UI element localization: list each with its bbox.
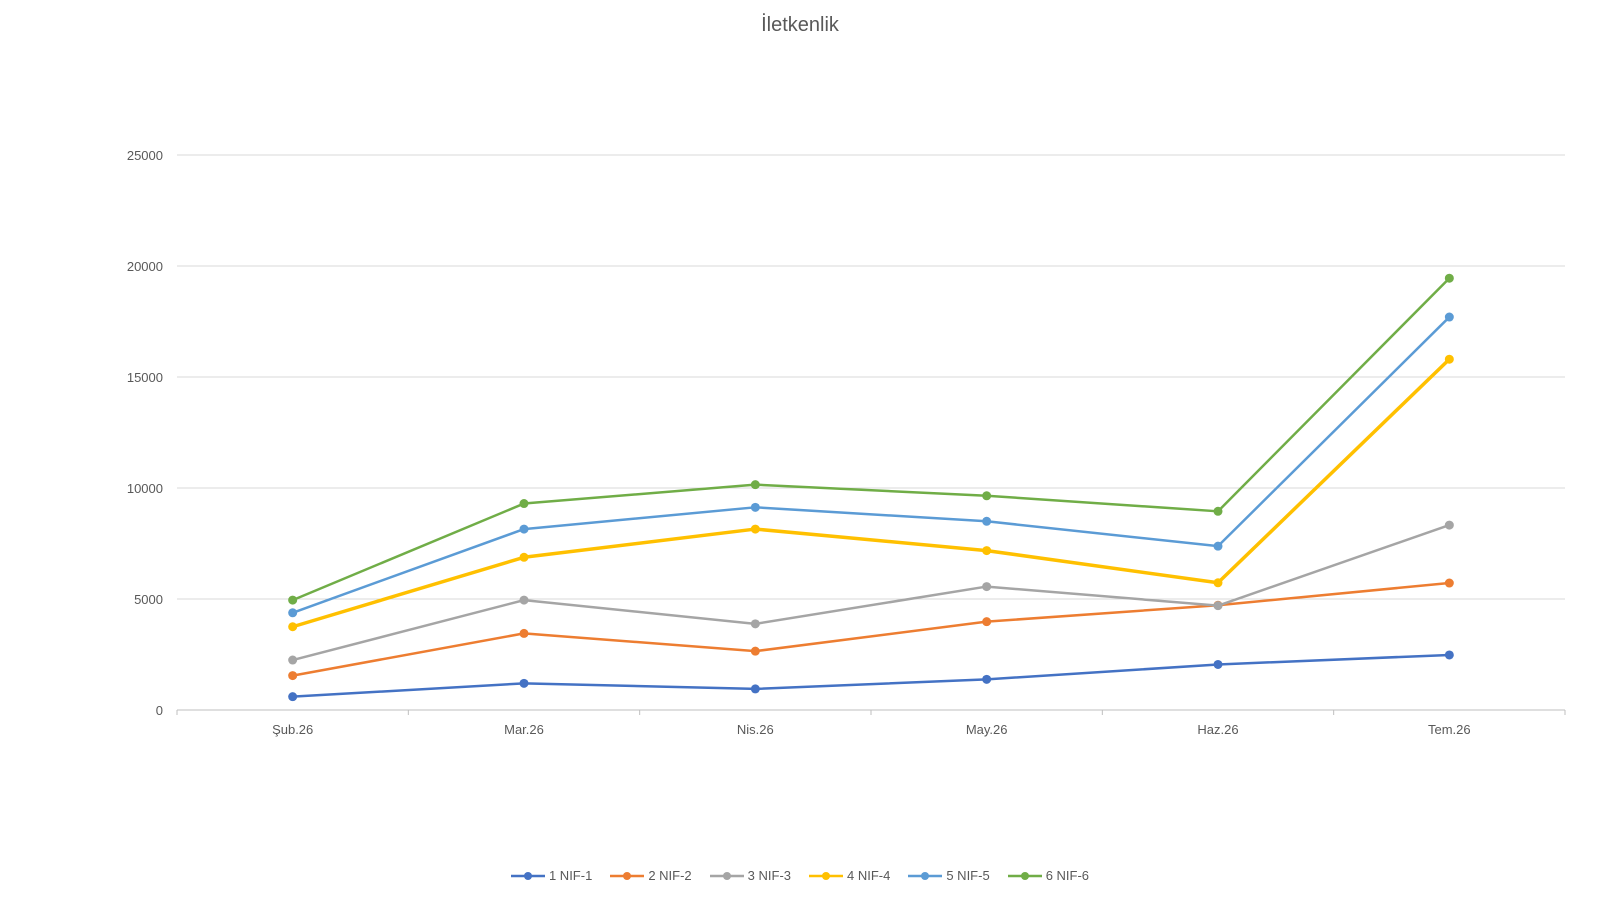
series-3 (288, 520, 1454, 665)
series-line (292, 277, 1451, 602)
legend-item: 3 NIF-3 (709, 868, 791, 883)
legend-swatch (709, 871, 744, 880)
data-point (750, 684, 760, 694)
y-tick-label: 25000 (127, 148, 163, 163)
data-point (519, 678, 529, 688)
x-tick-label: Nis.26 (737, 722, 774, 737)
series-line (292, 316, 1451, 614)
y-tick-label: 5000 (134, 592, 163, 607)
y-tick-label: 20000 (127, 259, 163, 274)
data-point (1213, 506, 1223, 516)
data-point (750, 502, 760, 512)
legend-swatch (610, 871, 645, 880)
legend-swatch (809, 871, 843, 880)
data-point (288, 655, 298, 665)
data-point (1213, 578, 1223, 588)
series-line (292, 523, 1450, 662)
series-lines (288, 273, 1454, 702)
legend-label: 5 NIF-5 (946, 868, 990, 883)
data-point (1444, 650, 1454, 660)
x-tick-label: Haz.26 (1197, 722, 1238, 737)
legend-item: 2 NIF-2 (610, 868, 692, 883)
data-point (288, 622, 298, 632)
legend-item: 4 NIF-4 (809, 868, 890, 883)
series-1 (288, 650, 1454, 702)
data-point (982, 491, 992, 501)
legend-label: 6 NIF-6 (1045, 868, 1090, 883)
data-point (519, 628, 529, 638)
legend-item: 5 NIF-5 (908, 868, 990, 883)
tick-labels: 0 5000 10000 15000 20000 25000 Şub.26 Mar.26 Nis… (127, 148, 1471, 737)
gridlines (177, 154, 1565, 600)
x-tick-label: May.26 (966, 722, 1008, 737)
data-point (982, 674, 992, 684)
data-point (1444, 354, 1454, 364)
legend-label: 2 NIF-2 (648, 868, 692, 883)
legend-item: 1 NIF-1 (510, 868, 593, 883)
data-point (519, 524, 529, 534)
legend-swatch (1007, 871, 1042, 880)
series-5 (288, 312, 1454, 618)
data-point (519, 595, 529, 605)
x-tick-label: Şub.26 (272, 722, 313, 737)
data-point (750, 646, 760, 656)
data-point (519, 552, 529, 562)
data-point (1444, 520, 1454, 530)
legend: 1 NIF-1 2 NIF-2 3 NIF-3 4 NIF-4 5 NIF-5 6 NIF… (0, 868, 1600, 883)
data-point (750, 524, 760, 534)
data-point (1444, 578, 1454, 588)
series-line (292, 581, 1450, 677)
x-tick-label: Tem.26 (1428, 722, 1471, 737)
axes (176, 709, 1566, 715)
chart-title: İletkenlik (761, 14, 839, 36)
data-point (288, 595, 298, 605)
legend-label: 4 NIF-4 (847, 868, 891, 883)
series-line (292, 653, 1450, 698)
legend-swatch (510, 871, 545, 880)
data-point (1444, 312, 1454, 322)
y-tick-label: 0 (156, 703, 163, 718)
data-point (1213, 659, 1223, 669)
data-point (288, 692, 298, 702)
data-point (750, 619, 760, 629)
data-point (982, 617, 992, 627)
series-2 (288, 578, 1454, 681)
y-tick-label: 10000 (127, 481, 163, 496)
data-point (1213, 601, 1223, 611)
legend-label: 3 NIF-3 (747, 868, 791, 883)
data-point (1444, 273, 1454, 283)
data-point (982, 516, 992, 526)
y-tick-label: 15000 (127, 370, 163, 385)
legend-item: 6 NIF-6 (1007, 868, 1090, 883)
data-point (288, 608, 298, 618)
data-point (750, 480, 760, 490)
x-tick-label: Mar.26 (504, 722, 544, 737)
legend-swatch (908, 871, 943, 880)
data-point (1213, 541, 1223, 551)
data-point (288, 671, 298, 681)
data-point (519, 499, 529, 509)
series-line (292, 357, 1451, 629)
series-4 (288, 354, 1454, 632)
data-point (982, 546, 992, 556)
series-6 (288, 273, 1454, 605)
legend-label: 1 NIF-1 (548, 868, 593, 883)
data-point (982, 582, 992, 592)
